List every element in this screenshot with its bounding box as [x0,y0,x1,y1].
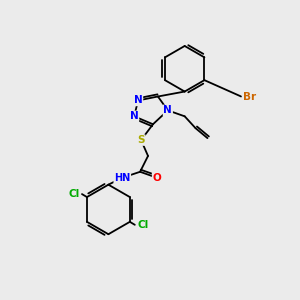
Text: N: N [130,111,139,121]
Text: O: O [153,173,161,183]
Text: S: S [137,135,145,145]
Text: Br: Br [242,92,256,101]
Text: Cl: Cl [68,189,80,199]
Text: Cl: Cl [137,220,148,230]
Text: HN: HN [114,173,130,183]
Text: N: N [134,95,142,106]
Text: N: N [164,105,172,116]
